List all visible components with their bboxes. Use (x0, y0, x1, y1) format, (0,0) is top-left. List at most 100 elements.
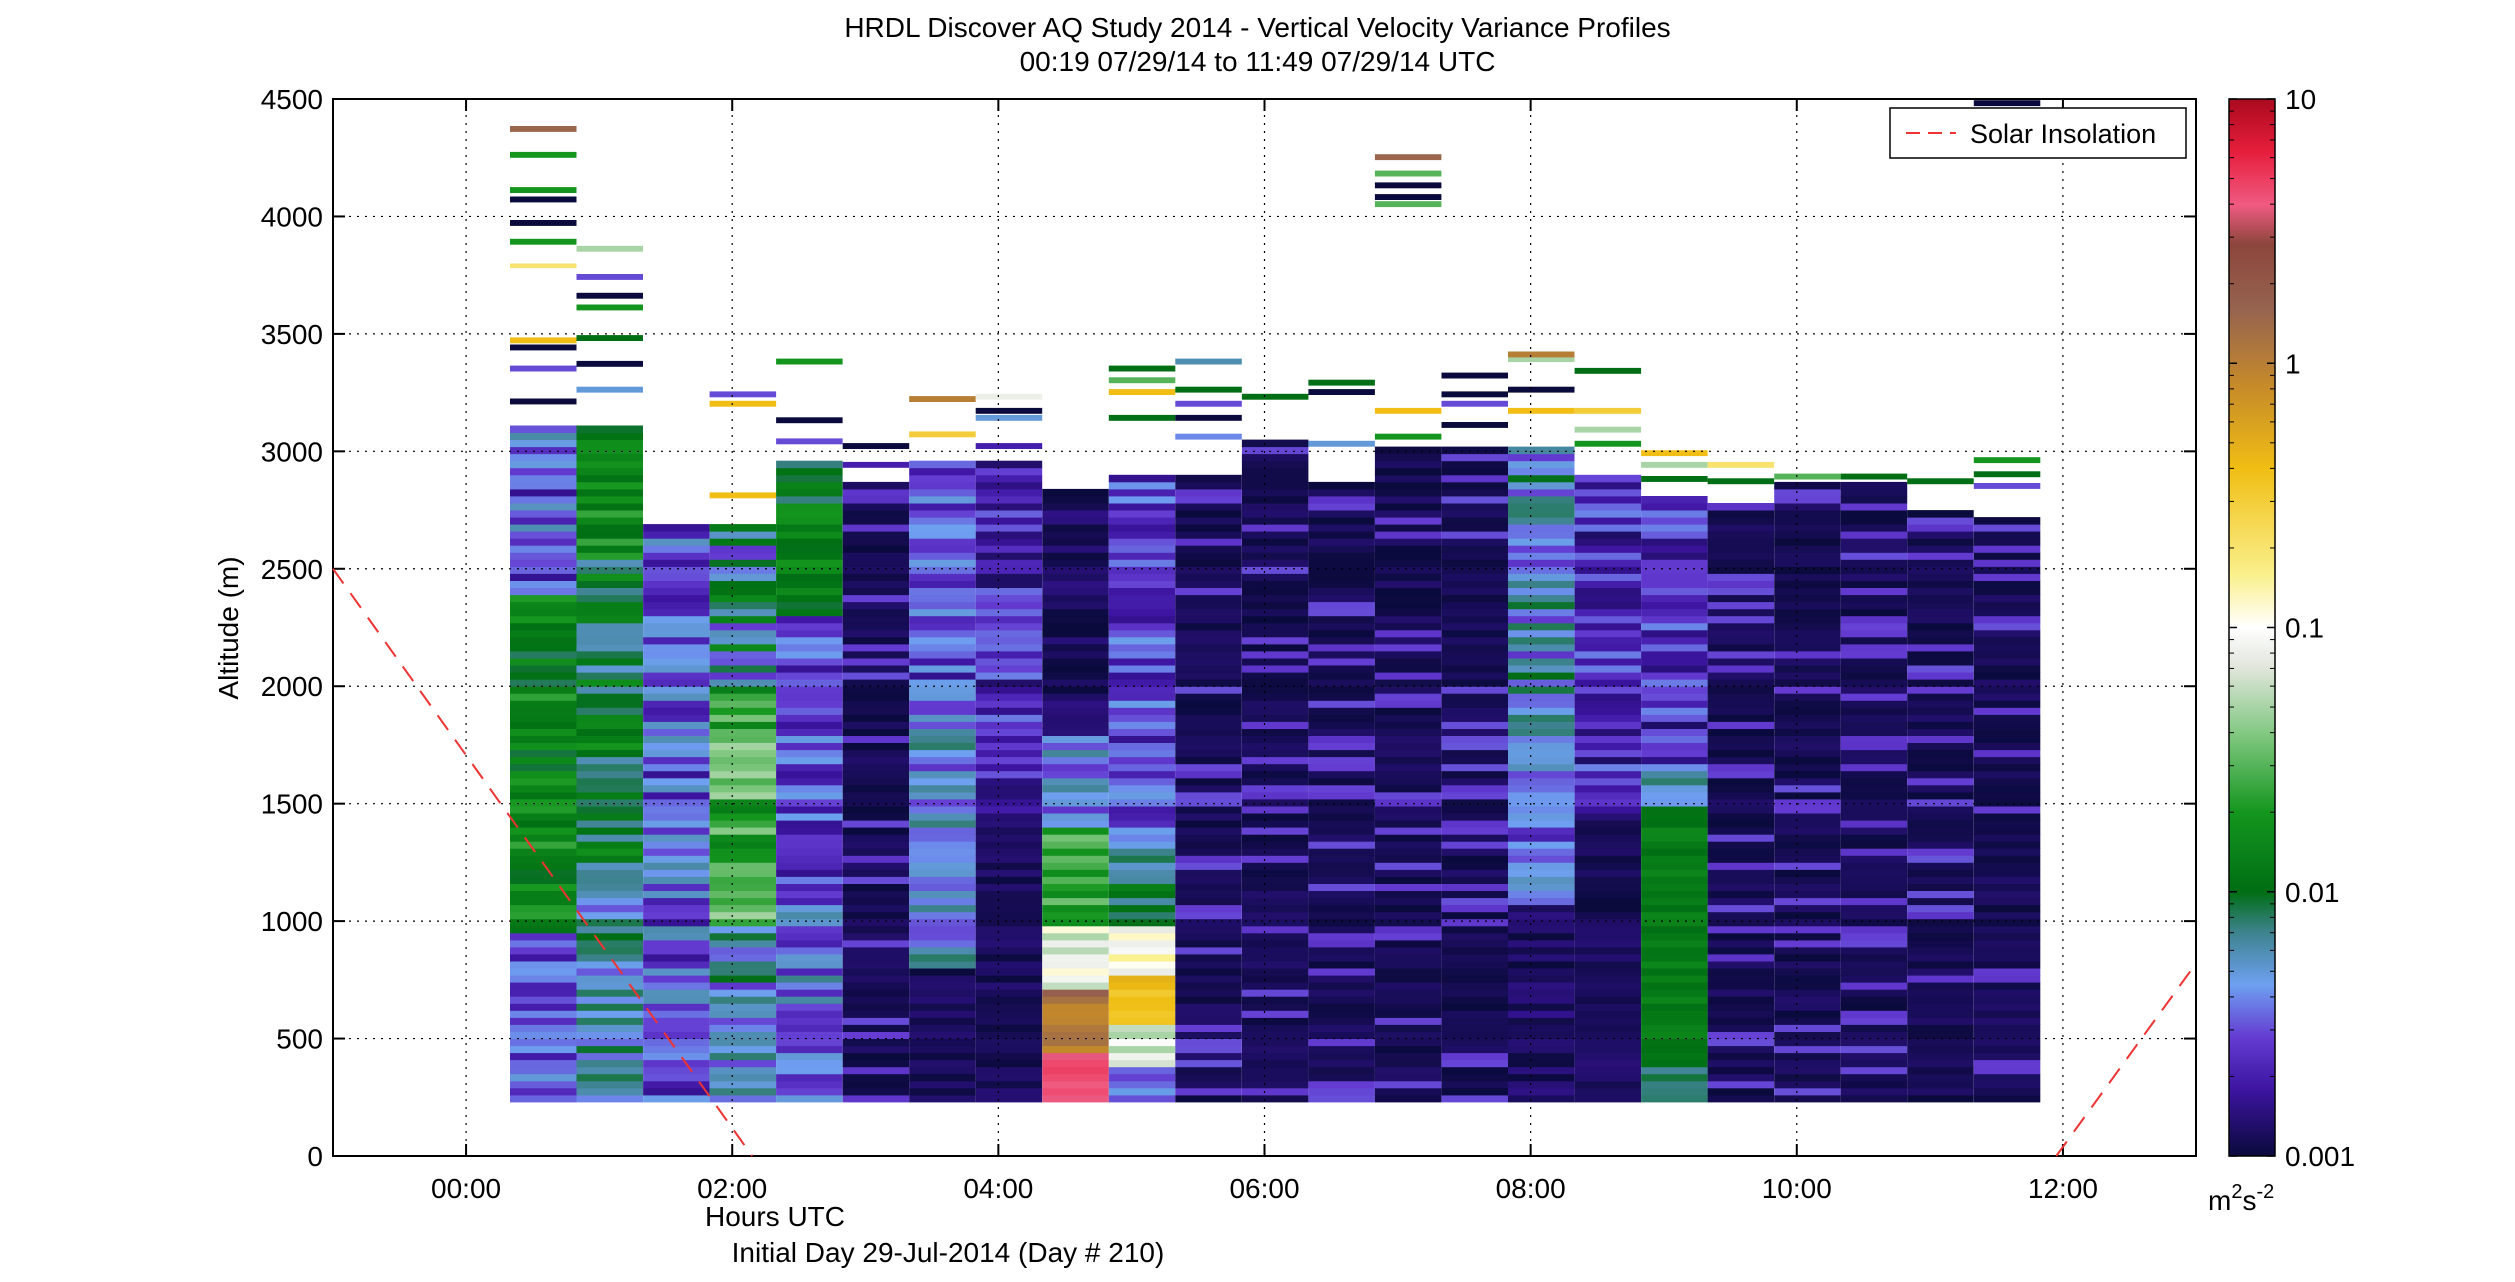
heatmap-cell (1707, 629, 1775, 638)
heatmap-cell (975, 791, 1043, 800)
heatmap-cell (1108, 608, 1176, 617)
heatmap-cell (842, 517, 910, 525)
heatmap-cell (576, 665, 643, 673)
heatmap-cell (1042, 615, 1109, 624)
heatmap-cell (1641, 1087, 1708, 1096)
heatmap-cell (909, 594, 976, 603)
heatmap-cell (1907, 622, 1974, 631)
heatmap-cell (975, 636, 1043, 645)
heatmap-cell (909, 566, 976, 574)
heatmap-cell (1774, 622, 1841, 631)
heatmap-cell (975, 672, 1043, 680)
heatmap-cell (909, 961, 976, 969)
heatmap-cell (1907, 961, 1974, 969)
heatmap-cell (776, 481, 843, 490)
heatmap-cell (1108, 629, 1176, 638)
heatmap-cell (1374, 939, 1442, 948)
heatmap-cell (1840, 524, 1908, 532)
heatmap-cell (1508, 876, 1575, 884)
heatmap-cell (975, 643, 1043, 652)
heatmap-cell (709, 636, 777, 645)
heatmap-cell (842, 848, 910, 856)
heatmap-cell (776, 904, 843, 913)
heatmap-cell (1175, 1038, 1242, 1047)
heatmap-cell (1641, 791, 1708, 800)
heatmap-cell (842, 946, 910, 955)
heatmap-cell (1574, 594, 1642, 603)
heatmap-cell (709, 1066, 777, 1075)
heatmap-cell (909, 587, 976, 596)
heatmap-cell (1641, 1045, 1708, 1054)
heatmap-cell (975, 876, 1043, 884)
heatmap-layer-cell (1441, 372, 1508, 379)
heatmap-cell (709, 573, 777, 581)
heatmap-cell (1241, 989, 1309, 997)
heatmap-cell (1574, 1087, 1642, 1096)
heatmap-cell (1774, 799, 1841, 807)
heatmap-cell (1907, 728, 1974, 736)
heatmap-cell (1042, 904, 1109, 913)
heatmap-cell (1441, 961, 1508, 969)
heatmap-cell (1042, 1073, 1109, 1082)
heatmap-cell (1973, 636, 2041, 645)
heatmap-cell (1508, 587, 1575, 596)
heatmap-cell (1907, 946, 1974, 955)
heatmap-cell (576, 425, 643, 433)
heatmap-cell (1840, 982, 1908, 990)
heatmap-cell (1241, 911, 1309, 920)
heatmap-cell (576, 439, 643, 448)
heatmap-cell (1241, 474, 1309, 483)
colorbar-tick-label: 1 (2285, 348, 2301, 379)
heatmap-cell (1374, 841, 1442, 849)
heatmap-cell (709, 679, 777, 687)
heatmap-cell (1374, 460, 1442, 469)
heatmap-cell (1308, 1094, 1375, 1103)
heatmap-cell (975, 918, 1043, 927)
heatmap-cell (1308, 975, 1375, 983)
heatmap-cell (1907, 559, 1974, 567)
heatmap-cell (842, 897, 910, 906)
heatmap-cell (1574, 968, 1642, 976)
heatmap-cell (709, 721, 777, 729)
heatmap-cell (776, 587, 843, 596)
heatmap-cell (1840, 651, 1908, 659)
heatmap-cell (576, 806, 643, 814)
heatmap-cell (1042, 939, 1109, 948)
heatmap-cell (1241, 1066, 1309, 1075)
heatmap-cell (1441, 996, 1508, 1004)
heatmap-cell (776, 1094, 843, 1103)
heatmap-cell (1042, 707, 1109, 715)
heatmap-cell (1508, 707, 1575, 715)
heatmap-cell (776, 510, 843, 518)
heatmap-cell (1441, 735, 1508, 743)
heatmap-cell (842, 594, 910, 603)
heatmap-cell (1774, 608, 1841, 617)
heatmap-cell (643, 552, 710, 560)
heatmap-cell (1042, 488, 1109, 497)
heatmap-cell (1042, 841, 1109, 849)
heatmap-cell (1108, 728, 1176, 736)
heatmap-cell (576, 615, 643, 624)
heatmap-cell (1241, 1017, 1309, 1025)
y-tick-label: 4500 (261, 84, 323, 115)
heatmap-cell (842, 799, 910, 807)
heatmap-cell (709, 989, 777, 997)
heatmap-cell (1973, 1038, 2041, 1047)
heatmap-cell (909, 693, 976, 701)
heatmap-cell (909, 580, 976, 588)
heatmap-cell (1042, 925, 1109, 934)
heatmap-cell (709, 869, 777, 877)
heatmap-cell (1042, 827, 1109, 835)
heatmap-cell (1707, 714, 1775, 722)
heatmap-cell (1042, 629, 1109, 638)
solar-insolation-line-evening (2055, 962, 2197, 1157)
heatmap-cell (1641, 876, 1708, 884)
heatmap-cell (1840, 672, 1908, 680)
heatmap-cell (1175, 932, 1242, 941)
heatmap-cell (1374, 1052, 1442, 1061)
heatmap-cell (1441, 855, 1508, 863)
heatmap-cell (576, 869, 643, 877)
heatmap-cell (1441, 827, 1508, 835)
heatmap-cell (643, 813, 710, 821)
heatmap-cell (1108, 946, 1176, 955)
